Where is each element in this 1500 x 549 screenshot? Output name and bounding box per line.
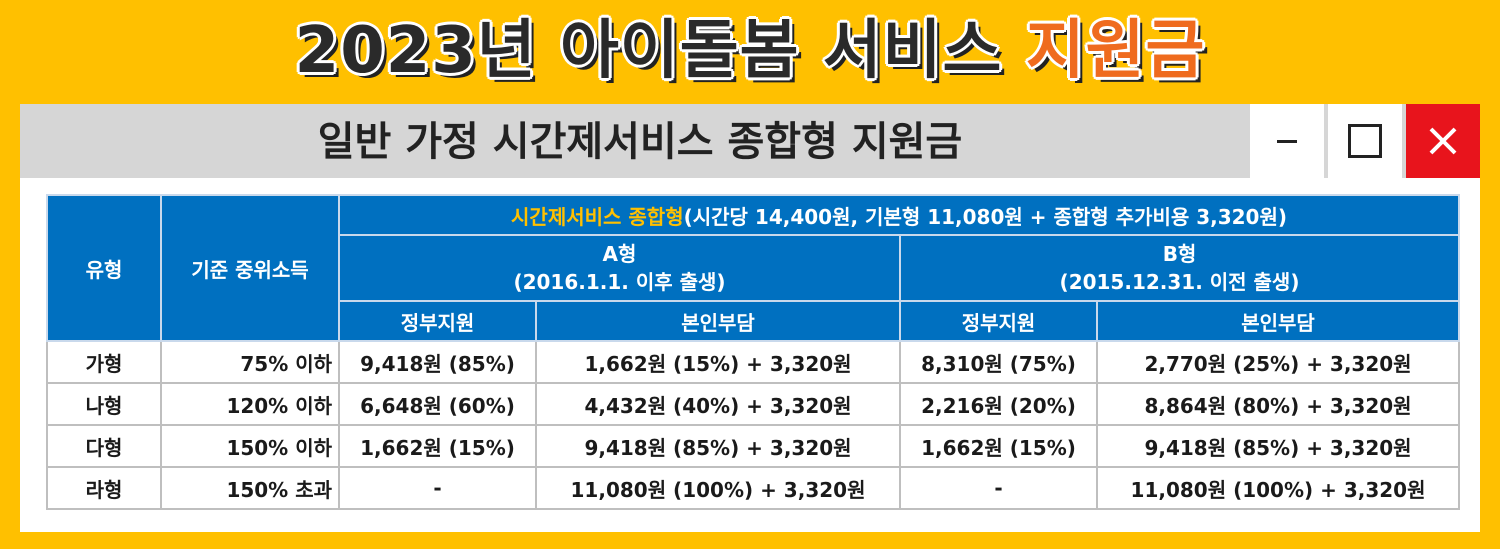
cell-income: 150% 이하: [160, 424, 340, 468]
cell-b-gov: 8,310원 (75%): [899, 340, 1098, 384]
table-row: 다형 150% 이하 1,662원 (15%) 9,418원 (85%) + 3…: [46, 424, 1461, 468]
cell-a-gov: -: [338, 466, 537, 510]
maximize-button[interactable]: [1328, 104, 1402, 178]
cell-type: 가형: [46, 340, 162, 384]
header-group: 시간제서비스 종합형(시간당 14,400원, 기본형 11,080원 + 종합…: [337, 194, 1461, 236]
cell-b-self: 2,770원 (25%) + 3,320원: [1095, 340, 1461, 384]
cell-type: 다형: [46, 424, 162, 468]
banner-title: 2023년 아이돌봄 서비스 지원금: [0, 6, 1500, 96]
cell-b-self: 8,864원 (80%) + 3,320원: [1095, 382, 1461, 426]
cell-a-self: 9,418원 (85%) + 3,320원: [535, 424, 901, 468]
cell-a-self: 4,432원 (40%) + 3,320원: [535, 382, 901, 426]
cell-a-self: 1,662원 (15%) + 3,320원: [535, 340, 901, 384]
cell-a-gov: 9,418원 (85%): [338, 340, 537, 384]
banner-title-accent: 지원금: [1025, 14, 1206, 88]
header-type-a: A형 (2016.1.1. 이후 출생): [338, 234, 901, 302]
header-type-b: B형 (2015.12.31. 이전 출생): [898, 234, 1461, 302]
support-table: 유형 기준 중위소득 시간제서비스 종합형(시간당 14,400원, 기본형 1…: [46, 194, 1461, 510]
maximize-icon: [1348, 124, 1382, 158]
header-group-highlight: 시간제서비스 종합형: [511, 204, 684, 229]
cell-b-gov: 2,216원 (20%): [899, 382, 1098, 426]
table-row: 나형 120% 이하 6,648원 (60%) 4,432원 (40%) + 3…: [46, 382, 1461, 426]
cell-income: 75% 이하: [160, 340, 340, 384]
cell-b-gov: -: [899, 466, 1098, 510]
close-button[interactable]: [1406, 104, 1480, 178]
banner-title-main: 2023년 아이돌봄 서비스: [294, 14, 1003, 88]
cell-a-gov: 1,662원 (15%): [338, 424, 537, 468]
header-type: 유형: [46, 194, 162, 342]
header-a-gov: 정부지원: [338, 300, 537, 342]
cell-b-self: 9,418원 (85%) + 3,320원: [1095, 424, 1461, 468]
header-type-a-name: A형: [602, 242, 637, 266]
close-icon: [1428, 126, 1458, 156]
table-row: 라형 150% 초과 - 11,080원 (100%) + 3,320원 - 1…: [46, 466, 1461, 510]
header-income: 기준 중위소득: [160, 194, 340, 342]
cell-a-self: 11,080원 (100%) + 3,320원: [535, 466, 901, 510]
cell-income: 150% 초과: [160, 466, 340, 510]
header-type-a-desc: (2016.1.1. 이후 출생): [513, 270, 726, 294]
window-titlebar: 일반 가정 시간제서비스 종합형 지원금: [20, 104, 1480, 178]
cell-b-gov: 1,662원 (15%): [899, 424, 1098, 468]
cell-a-gov: 6,648원 (60%): [338, 382, 537, 426]
cell-type: 나형: [46, 382, 162, 426]
minimize-button[interactable]: [1250, 104, 1324, 178]
window-controls: [1246, 104, 1480, 178]
header-type-b-name: B형: [1162, 242, 1197, 266]
cell-b-self: 11,080원 (100%) + 3,320원: [1095, 466, 1461, 510]
header-b-self: 본인부담: [1095, 300, 1461, 342]
header-b-gov: 정부지원: [899, 300, 1098, 342]
cell-type: 라형: [46, 466, 162, 510]
window-title: 일반 가정 시간제서비스 종합형 지원금: [317, 119, 963, 165]
cell-income: 120% 이하: [160, 382, 340, 426]
table-row: 가형 75% 이하 9,418원 (85%) 1,662원 (15%) + 3,…: [46, 340, 1461, 384]
header-a-self: 본인부담: [535, 300, 901, 342]
minimize-icon: [1277, 139, 1297, 143]
header-type-b-desc: (2015.12.31. 이전 출생): [1059, 270, 1300, 294]
info-window: 일반 가정 시간제서비스 종합형 지원금 유형 기준 중위소득 시간제서: [20, 104, 1480, 532]
header-group-rest: (시간당 14,400원, 기본형 11,080원 + 종합형 추가비용 3,3…: [683, 204, 1288, 229]
